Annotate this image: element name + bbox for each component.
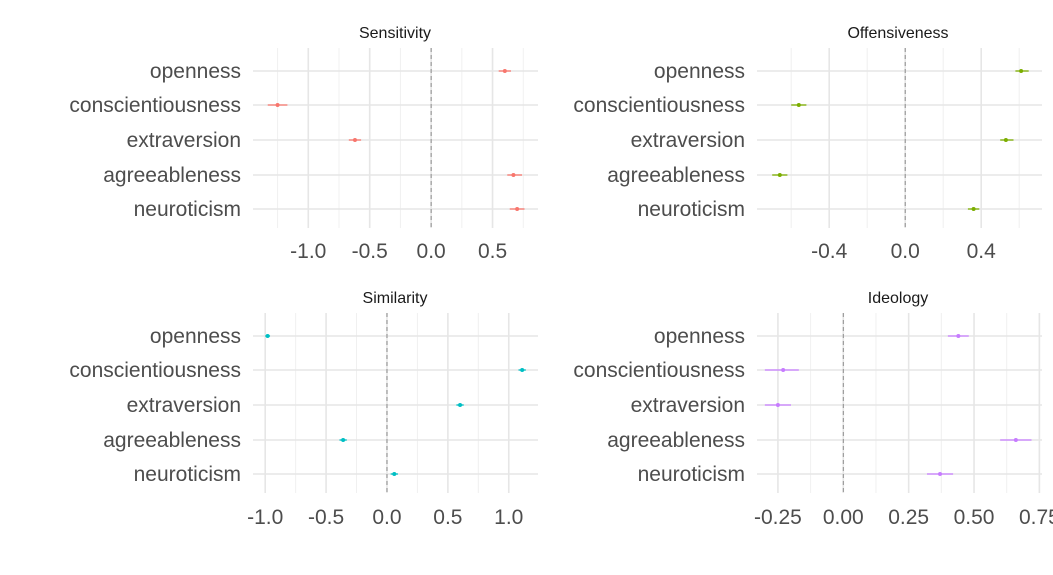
point-estimate <box>265 334 270 338</box>
y-tick-label: neuroticism <box>638 198 745 221</box>
facet-offensiveness: Offensiveness openness conscientiousness ex… <box>573 25 1042 263</box>
facet-similarity: Similarity openness conscientiousness extra… <box>69 290 538 529</box>
point-estimate <box>341 438 346 442</box>
x-tick-label: 0.00 <box>823 506 864 529</box>
point-estimate <box>1019 69 1024 73</box>
y-tick-label: agreeableness <box>607 164 745 187</box>
point-estimate <box>781 368 786 372</box>
x-tick-label: -0.5 <box>308 506 344 529</box>
x-tick-label: -1.0 <box>247 506 283 529</box>
y-tick-label: conscientiousness <box>69 94 241 117</box>
y-tick-label: extraversion <box>127 129 241 152</box>
y-tick-label: openness <box>654 325 745 348</box>
y-tick-label: neuroticism <box>134 198 241 221</box>
point-estimate <box>938 472 943 476</box>
point-estimate <box>515 207 520 211</box>
y-tick-label: extraversion <box>127 394 241 417</box>
facet-title: Ideology <box>868 290 929 307</box>
y-tick-label: extraversion <box>631 394 745 417</box>
y-tick-label: extraversion <box>631 129 745 152</box>
point-estimate <box>777 173 782 177</box>
x-tick-label: 0.25 <box>888 506 929 529</box>
x-tick-label: 1.0 <box>494 506 523 529</box>
point-estimate <box>502 69 507 73</box>
x-tick-label: 0.5 <box>478 240 507 263</box>
y-tick-label: conscientiousness <box>573 94 745 117</box>
y-tick-label: agreeableness <box>607 429 745 452</box>
y-tick-label: agreeableness <box>103 164 241 187</box>
x-tick-label: -0.25 <box>754 506 802 529</box>
y-tick-label: agreeableness <box>103 429 241 452</box>
point-estimate <box>775 403 780 407</box>
facet-title: Sensitivity <box>359 25 431 42</box>
point-estimate <box>796 103 801 107</box>
y-tick-label: conscientiousness <box>573 359 745 382</box>
facet-ideology: Ideology openness conscientiousness extrave… <box>573 290 1053 529</box>
point-estimate <box>956 334 961 338</box>
x-tick-label: -0.4 <box>811 240 848 263</box>
point-estimate <box>971 207 976 211</box>
point-estimate <box>520 368 525 372</box>
x-tick-label: -1.0 <box>290 240 326 263</box>
y-tick-label: openness <box>150 325 241 348</box>
point-estimate <box>1003 138 1008 142</box>
y-tick-label: openness <box>150 60 241 83</box>
point-estimate <box>458 403 463 407</box>
y-tick-label: neuroticism <box>134 463 241 486</box>
x-tick-label: 0.50 <box>954 506 995 529</box>
point-estimate <box>352 138 357 142</box>
x-tick-label: 0.4 <box>967 240 997 263</box>
x-tick-label: 0.75 <box>1019 506 1053 529</box>
x-tick-label: 0.5 <box>433 506 462 529</box>
point-estimate <box>1013 438 1018 442</box>
point-estimate <box>392 472 397 476</box>
facet-sensitivity: Sensitivity openness conscientiousness extr… <box>69 25 538 263</box>
x-tick-label: -0.5 <box>352 240 388 263</box>
y-tick-label: neuroticism <box>638 463 745 486</box>
point-estimate <box>511 173 516 177</box>
facet-title: Similarity <box>363 290 428 307</box>
x-tick-label: 0.0 <box>417 240 446 263</box>
x-tick-label: 0.0 <box>372 506 401 529</box>
x-tick-label: 0.0 <box>891 240 920 263</box>
point-estimate <box>275 103 280 107</box>
y-tick-label: openness <box>654 60 745 83</box>
facet-title: Offensiveness <box>847 25 948 42</box>
y-tick-label: conscientiousness <box>69 359 241 382</box>
